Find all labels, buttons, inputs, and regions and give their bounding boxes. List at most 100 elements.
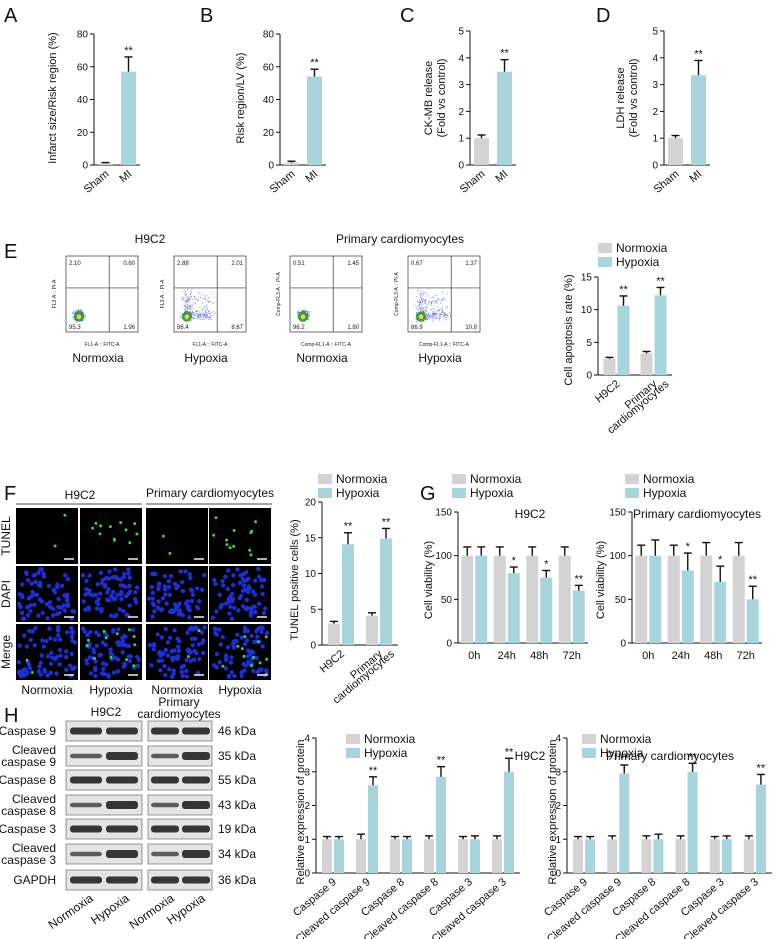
bar [493, 555, 506, 643]
y-tick-label: 15 [581, 273, 593, 284]
micrograph-tile [209, 508, 271, 564]
blot-strip [65, 794, 143, 816]
micrograph-tile [16, 508, 78, 564]
x-tick-label: 24h [672, 650, 690, 662]
bar [607, 839, 618, 873]
protein-band [70, 776, 102, 784]
protein-name: GAPDH [13, 873, 56, 887]
micrograph-tile [80, 508, 142, 564]
nuclei-stain [80, 567, 140, 619]
protein-band [151, 825, 179, 833]
blot-title-primary-line2: cardiomyocytes [137, 707, 220, 721]
significance-marker: ** [310, 57, 319, 69]
legend-swatch-normoxia [625, 474, 639, 484]
bar [328, 623, 340, 645]
protein-band [106, 801, 138, 809]
significance-marker: ** [748, 574, 757, 586]
bar [558, 555, 571, 643]
x-tick-label: Sham [268, 168, 298, 196]
x-tick-label: Sham [458, 168, 488, 196]
panel-label-c: C [400, 5, 414, 27]
bar [668, 138, 683, 165]
legend-panel-f: Normoxia Hypoxia [318, 472, 388, 500]
micrograph-column-label: Hypoxia [89, 683, 133, 697]
bar [681, 570, 694, 643]
quadrant-value: 2.10 [69, 261, 81, 267]
x-tick-label: 72h [563, 650, 581, 662]
micrograph-background [80, 508, 142, 564]
protein-name: caspase 3 [1, 853, 56, 867]
flow-condition-label: Normoxia [72, 351, 124, 365]
y-tick-label: 100 [609, 551, 626, 562]
legend-swatch-normoxia [346, 734, 360, 744]
chart-c: 0 1 2 3 4 5 Sham ** MI [458, 27, 516, 196]
y-tick-label: 40 [77, 95, 89, 106]
protein-name: caspase 8 [1, 804, 56, 818]
micrograph-tile [80, 624, 142, 680]
panel-label-e: E [4, 241, 17, 263]
bar [507, 573, 520, 643]
molecular-weight-label: 35 kDa [218, 749, 256, 763]
legend-swatch-normoxia [598, 243, 612, 253]
x-tick-label: Sham [82, 168, 112, 196]
flow-x-axis-label: Comp-FL1-A :: FITC-A [301, 342, 352, 348]
tunel-positive-cells [25, 658, 34, 674]
tunel-positive-cells [221, 635, 269, 677]
chart-d: 0 1 2 3 4 5 Sham ** MI [652, 27, 710, 196]
protein-band [70, 825, 102, 833]
y-tick-label: 1 [652, 134, 658, 145]
tunel-positive-cells [186, 629, 201, 658]
micrograph-tile [146, 566, 208, 622]
bar [461, 555, 474, 643]
protein-band [182, 876, 210, 884]
bar [691, 75, 706, 165]
legend-panel-g-right: Normoxia Hypoxia [625, 472, 695, 500]
protein-band [70, 727, 102, 735]
y-tick-label: 20 [77, 128, 89, 139]
protein-band [151, 876, 179, 884]
protein-band [106, 752, 138, 760]
y-tick-label: 150 [609, 508, 626, 519]
nuclei-stain [81, 626, 142, 679]
legend-swatch-hypoxia [625, 488, 639, 498]
y-tick-label: 1 [304, 835, 310, 846]
quadrant-value: 96.2 [293, 325, 305, 331]
bar [436, 776, 446, 873]
y-tick-label: 2 [555, 801, 561, 812]
blot-row: Caspase 9 46 kDa [0, 720, 256, 742]
y-tick-label: 0 [620, 639, 626, 650]
blot-title-primary-line1: Primary [158, 695, 199, 709]
bar [475, 555, 488, 643]
y-tick-label: 5 [586, 338, 592, 349]
chart-b: 0 20 40 60 80 Sham ** MI [263, 30, 326, 196]
panel-f-ylabel: TUNEL positive cells (%) [289, 519, 301, 640]
protein-band [182, 825, 210, 833]
blot-title-h9c2: H9C2 [91, 705, 122, 719]
panel-h-title-h9c2: H9C2 [515, 749, 546, 763]
y-tick-label: 50 [615, 595, 627, 606]
micrograph-tile [146, 508, 208, 564]
molecular-weight-label: 46 kDa [218, 724, 256, 738]
legend-label-normoxia: Normoxia [364, 732, 416, 746]
legend-swatch-normoxia [318, 474, 332, 484]
y-tick-label: 4 [304, 734, 310, 745]
panel-b-ylabel: Risk region/LV (%) [235, 53, 247, 144]
significance-marker: ** [382, 516, 391, 528]
legend-label-normoxia: Normoxia [470, 472, 522, 486]
protein-name: Cleaved [12, 841, 56, 855]
blot-strip [147, 869, 213, 891]
panel-d-ylabel-line1: LDH release [615, 67, 627, 128]
bar [746, 599, 759, 643]
y-tick-label: 0 [586, 371, 592, 382]
panel-g-left-ylabel: Cell viability (%) [423, 541, 435, 619]
protein-band [182, 752, 210, 760]
bar [526, 555, 539, 643]
y-tick-label: 50 [441, 595, 453, 606]
nuclei-stain [16, 566, 77, 622]
flow-condition-label: Normoxia [296, 351, 348, 365]
micrograph-column-label: Hypoxia [218, 683, 262, 697]
legend-label-hypoxia: Hypoxia [364, 746, 408, 760]
flow-x-axis-label: Comp-FL1-A :: FITC-A [419, 342, 470, 348]
